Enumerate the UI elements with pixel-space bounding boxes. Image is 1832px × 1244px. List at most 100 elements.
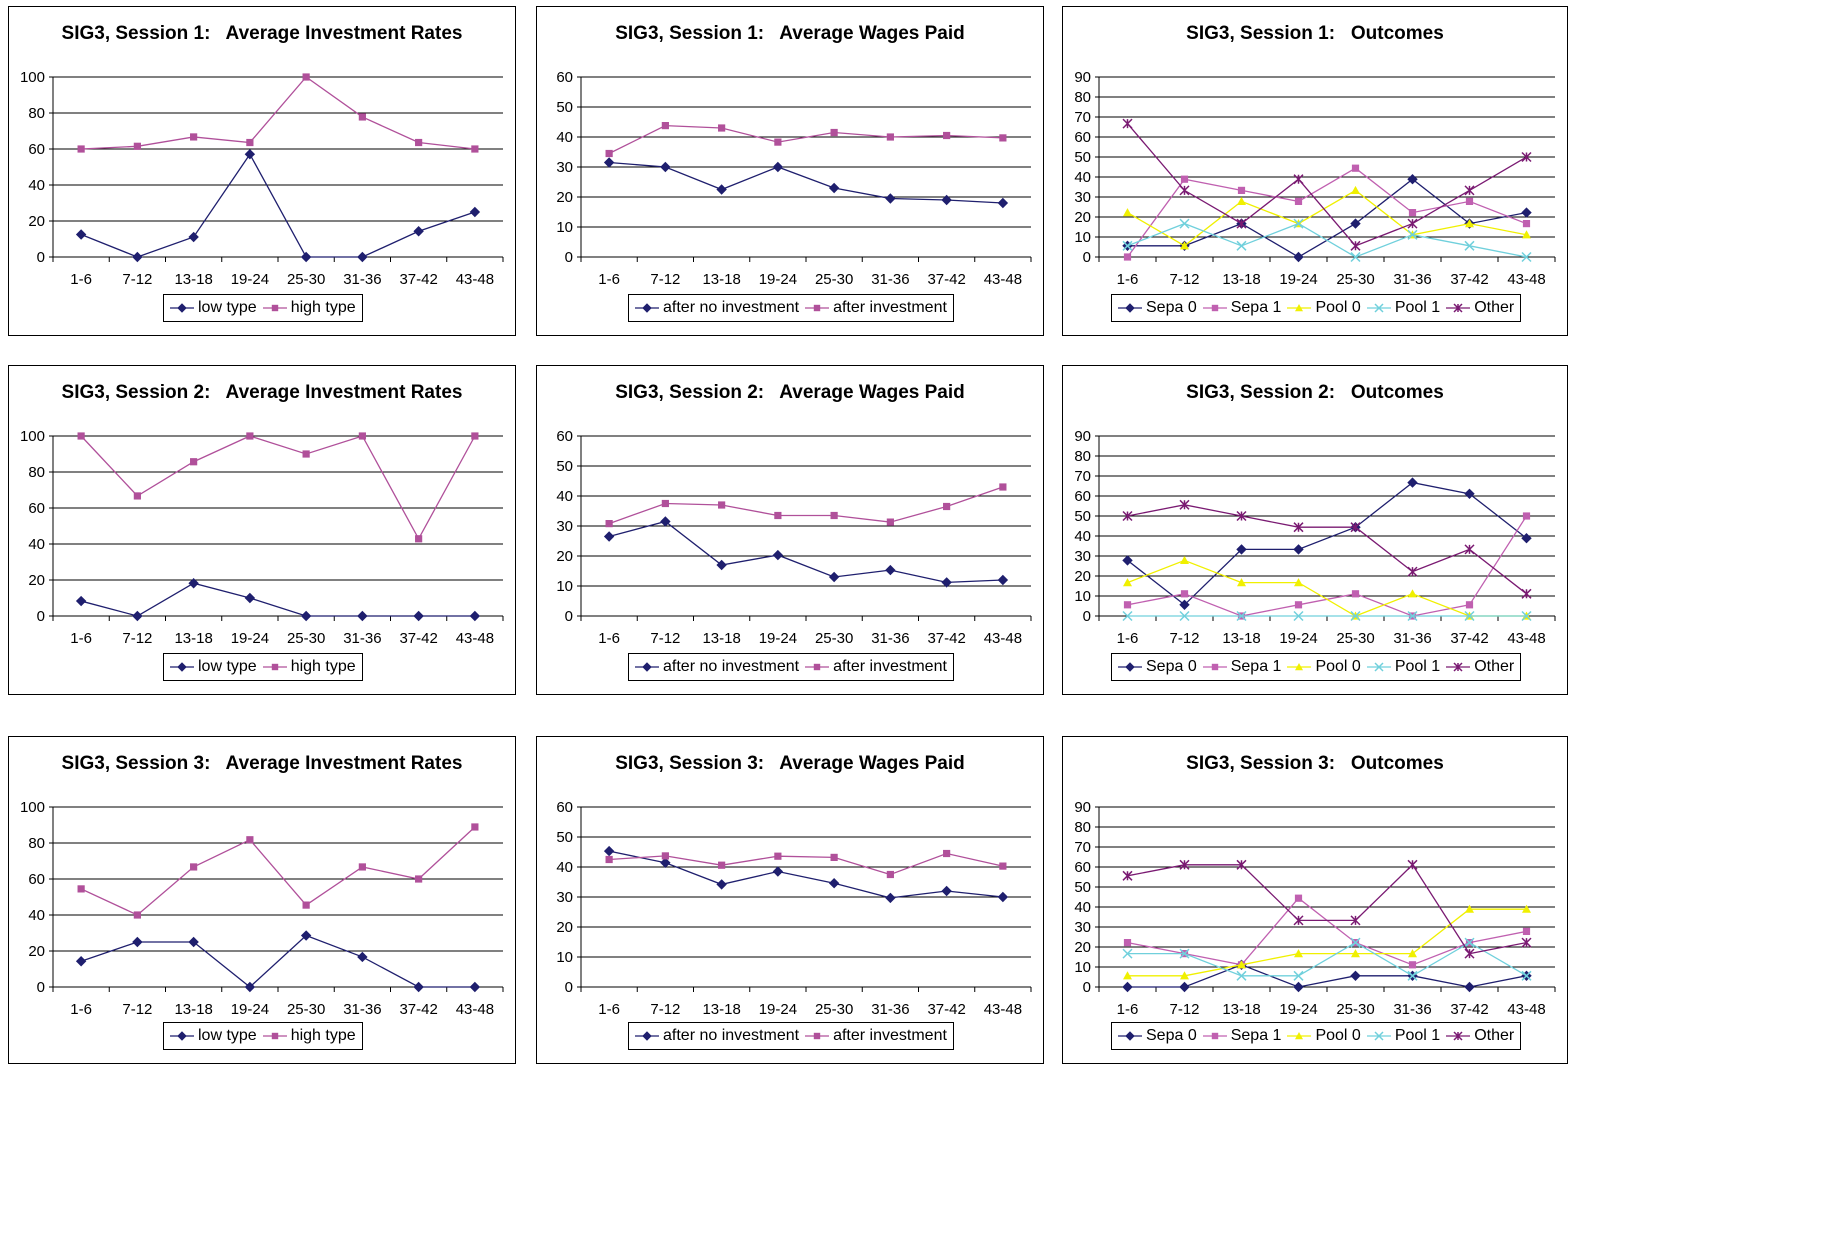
legend-label: after investment xyxy=(833,299,947,316)
data-point xyxy=(1236,240,1247,251)
x-tick-label: 25-30 xyxy=(287,271,325,288)
series-line xyxy=(1126,167,1527,258)
legend-item: Pool 1 xyxy=(1366,658,1440,676)
data-point xyxy=(997,574,1009,586)
legend-item: after no investment xyxy=(635,299,799,317)
legend-marker xyxy=(813,304,821,312)
legend-item: Sepa 1 xyxy=(1202,658,1281,676)
data-point xyxy=(1236,510,1247,522)
x-tick-label: 7-12 xyxy=(122,630,152,647)
x-tick-label: 19-24 xyxy=(1279,1001,1317,1018)
y-tick-label: 100 xyxy=(20,428,45,445)
data-point xyxy=(718,501,726,509)
data-point xyxy=(1236,610,1247,622)
legend-label: high type xyxy=(290,299,356,316)
chart-legend: low type high type xyxy=(163,653,363,681)
x-tick-label: 25-30 xyxy=(1336,630,1374,647)
data-point xyxy=(943,502,951,511)
chart-panel: SIG3, Session 2: Outcomes 0 10 20 30 40 50 60 70… xyxy=(1062,365,1568,695)
y-tick-label: 60 xyxy=(556,428,573,445)
chart-legend: after no investment after investment xyxy=(628,1022,954,1050)
series-line xyxy=(1127,504,1527,595)
y-tick-label: 0 xyxy=(37,608,45,625)
legend-item: Sepa 0 xyxy=(1118,299,1197,317)
legend-item: Pool 0 xyxy=(1287,658,1361,676)
legend-label: Sepa 0 xyxy=(1146,299,1197,316)
series-pool-1 xyxy=(1122,937,1532,981)
data-point xyxy=(1293,981,1304,993)
data-point xyxy=(1465,601,1474,609)
data-point xyxy=(471,432,479,440)
legend-swatch xyxy=(1366,1031,1391,1041)
x-tick-label: 13-18 xyxy=(702,630,740,647)
data-point xyxy=(1122,870,1133,881)
data-point xyxy=(1350,240,1361,251)
data-point xyxy=(605,149,613,158)
data-point xyxy=(1522,927,1531,935)
data-point xyxy=(469,981,481,993)
data-point xyxy=(1522,230,1531,239)
y-tick-label: 80 xyxy=(1074,819,1091,836)
data-point xyxy=(1464,981,1475,993)
data-point xyxy=(1465,219,1474,228)
y-tick-label: 10 xyxy=(556,949,573,966)
data-point xyxy=(1180,555,1189,564)
legend-swatch xyxy=(805,304,830,312)
legend-marker xyxy=(1125,303,1135,313)
legend-label: Other xyxy=(1474,658,1515,675)
data-point xyxy=(1180,590,1189,598)
y-tick-label: 70 xyxy=(1074,109,1091,126)
data-point xyxy=(1179,981,1190,993)
y-tick-label: 30 xyxy=(1074,919,1091,936)
y-tick-label: 80 xyxy=(28,105,45,122)
y-tick-label: 40 xyxy=(556,488,573,505)
x-tick-label: 31-36 xyxy=(871,271,909,288)
data-point xyxy=(1237,186,1246,194)
y-tick-label: 0 xyxy=(565,979,573,996)
data-point xyxy=(1179,610,1190,622)
data-point xyxy=(999,134,1007,142)
legend-item: Sepa 1 xyxy=(1202,299,1281,317)
legend-label: after no investment xyxy=(663,658,800,675)
series-line xyxy=(80,934,475,988)
chart-title: SIG3, Session 2: Average Investment Rate… xyxy=(61,382,463,403)
series-line xyxy=(1127,481,1527,606)
legend-marker xyxy=(1295,1032,1304,1040)
series-line xyxy=(1127,222,1527,258)
x-tick-label: 37-42 xyxy=(399,1001,437,1018)
y-tick-label: 20 xyxy=(28,213,45,230)
data-point xyxy=(941,577,952,588)
x-tick-label: 13-18 xyxy=(174,271,212,288)
data-point xyxy=(830,853,838,861)
x-tick-label: 31-36 xyxy=(1393,271,1431,288)
data-point xyxy=(1464,610,1475,622)
series-line xyxy=(1127,964,1527,988)
data-point xyxy=(1521,610,1532,622)
x-tick-label: 13-18 xyxy=(702,1001,740,1018)
data-point xyxy=(1407,566,1418,577)
series-pool-0 xyxy=(1123,904,1531,980)
data-point xyxy=(190,133,198,141)
legend-item: Pool 1 xyxy=(1366,1027,1440,1045)
series-line xyxy=(80,435,476,541)
data-point xyxy=(716,184,727,195)
data-point xyxy=(415,138,423,147)
series-pool-0 xyxy=(1123,555,1531,620)
y-tick-label: 60 xyxy=(1074,129,1091,146)
y-tick-label: 40 xyxy=(556,129,573,146)
data-point xyxy=(1522,512,1531,520)
x-tick-label: 19-24 xyxy=(759,630,797,647)
legend-item: Sepa 0 xyxy=(1118,658,1197,676)
x-tick-label: 1-6 xyxy=(1117,271,1139,288)
legend-marker xyxy=(271,663,278,671)
data-point xyxy=(718,124,726,132)
data-point xyxy=(1351,949,1360,958)
x-tick-label: 1-6 xyxy=(70,271,92,288)
data-point xyxy=(358,432,366,440)
x-tick-label: 1-6 xyxy=(1117,1001,1139,1018)
data-point xyxy=(77,432,85,440)
data-point xyxy=(1293,174,1304,185)
series-low-type xyxy=(75,149,481,263)
data-point xyxy=(244,981,256,993)
series-after-no-investment xyxy=(603,845,1009,904)
